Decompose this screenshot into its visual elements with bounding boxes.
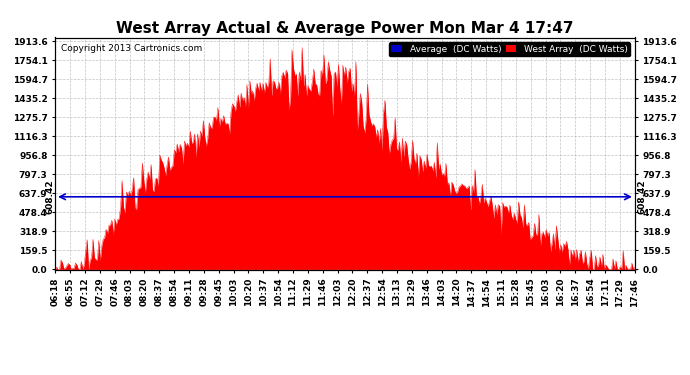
Title: West Array Actual & Average Power Mon Mar 4 17:47: West Array Actual & Average Power Mon Ma… [116,21,574,36]
Legend: Average  (DC Watts), West Array  (DC Watts): Average (DC Watts), West Array (DC Watts… [388,42,630,56]
Text: 608.42: 608.42 [638,180,647,214]
Text: Copyright 2013 Cartronics.com: Copyright 2013 Cartronics.com [61,45,202,54]
Text: 608.42: 608.42 [46,180,55,214]
